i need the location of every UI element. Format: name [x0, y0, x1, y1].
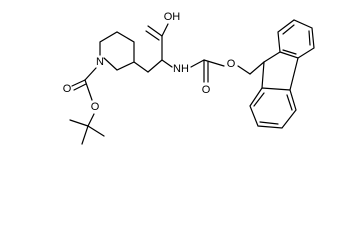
atom-labels: OH N NH O O O O: [63, 11, 236, 113]
atom-label: O: [63, 83, 72, 95]
atom-label: NH: [173, 63, 189, 75]
atom-label: O: [227, 58, 236, 70]
atom-label: O: [202, 84, 211, 96]
bonds: [69, 19, 315, 145]
atom-label: O: [91, 101, 100, 113]
atom-label: OH: [164, 11, 181, 23]
structure: OH N NH O O O O: [63, 11, 315, 145]
atom-label: N: [96, 56, 104, 68]
